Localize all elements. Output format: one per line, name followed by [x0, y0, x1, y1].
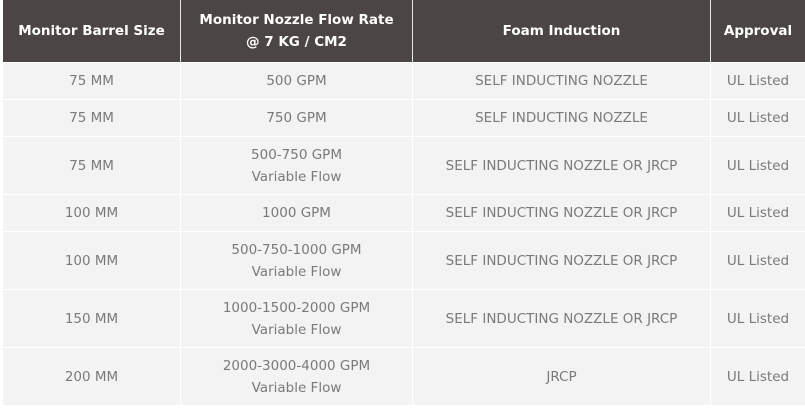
table-row: 100 MM 1000 GPM SELF INDUCTING NOZZLE OR J…: [3, 195, 805, 232]
cell-text: 75 MM: [69, 157, 114, 174]
cell-text: UL Listed: [726, 205, 790, 221]
table-row: 100 MM 500-750-1000 GPM Variable Flow SELF …: [3, 232, 805, 290]
table-cell: Monitor Nozzle Flow Rate @ 7 KG / CM2: [181, 0, 413, 63]
table-cell: SELF INDUCTING NOZZLE: [413, 100, 711, 137]
table-cell: 1000-1500-2000 GPM Variable Flow: [181, 290, 413, 348]
cell-text: 100 MM: [64, 205, 119, 221]
table-cell: Approval: [711, 0, 805, 63]
cell-text: 75 MM: [69, 110, 114, 126]
cell-text: UL Listed: [726, 368, 790, 385]
table-cell: SELF INDUCTING NOZZLE: [413, 63, 711, 100]
table-cell: 500-750 GPM Variable Flow: [181, 137, 413, 195]
table-cell: 1000 GPM: [181, 195, 413, 232]
table-cell: 100 MM: [3, 195, 181, 232]
table-cell: UL Listed: [711, 63, 805, 100]
cell-text: 500-750 GPM: [251, 146, 342, 163]
table-row: 200 MM 2000-3000-4000 GPM Variable Flow JRC…: [3, 348, 805, 406]
cell-text: SELF INDUCTING NOZZLE: [475, 73, 648, 89]
table-cell: 500 GPM: [181, 63, 413, 100]
cell-text: UL Listed: [726, 252, 790, 269]
table-cell: 750 GPM: [181, 100, 413, 137]
cell-text: UL Listed: [726, 73, 790, 89]
table-cell: Foam Induction: [413, 0, 711, 63]
cell-text: 75 MM: [69, 73, 114, 89]
table-row: 75 MM 750 GPM SELF INDUCTING NOZZLE UL List…: [3, 100, 805, 137]
table-cell: 2000-3000-4000 GPM Variable Flow: [181, 348, 413, 406]
cell-text: Approval: [723, 23, 793, 39]
table-cell: UL Listed: [711, 290, 805, 348]
table-cell: SELF INDUCTING NOZZLE OR JRCP: [413, 137, 711, 195]
cell-text: 1000 GPM: [262, 205, 331, 221]
cell-text: 1000-1500-2000 GPM: [222, 299, 371, 316]
cell-text: Foam Induction: [502, 23, 621, 39]
table-row: 75 MM 500 GPM SELF INDUCTING NOZZLE UL List…: [3, 63, 805, 100]
table-cell: SELF INDUCTING NOZZLE OR JRCP: [413, 195, 711, 232]
cell-text: UL Listed: [726, 157, 790, 174]
cell-text: Monitor Barrel Size: [18, 23, 165, 39]
cell-text: Variable Flow: [251, 168, 342, 185]
table-cell: UL Listed: [711, 137, 805, 195]
table-cell: UL Listed: [711, 195, 805, 232]
cell-text: SELF INDUCTING NOZZLE: [475, 110, 648, 126]
table-cell: 500-750-1000 GPM Variable Flow: [181, 232, 413, 290]
table-cell: 100 MM: [3, 232, 181, 290]
cell-text: Variable Flow: [251, 379, 342, 396]
table-cell: UL Listed: [711, 100, 805, 137]
cell-text: 2000-3000-4000 GPM: [222, 357, 371, 374]
table-cell: SELF INDUCTING NOZZLE OR JRCP: [413, 290, 711, 348]
cell-text: JRCP: [546, 368, 577, 385]
table-cell: UL Listed: [711, 232, 805, 290]
cell-text: SELF INDUCTING NOZZLE OR JRCP: [445, 310, 678, 327]
cell-text: 150 MM: [64, 310, 119, 327]
cell-text: Monitor Nozzle Flow Rate: [199, 12, 394, 28]
cell-text: SELF INDUCTING NOZZLE OR JRCP: [445, 205, 678, 221]
cell-text: 100 MM: [64, 252, 119, 269]
table-row: 75 MM 500-750 GPM Variable Flow SELF INDUCT…: [3, 137, 805, 195]
header-row: Monitor Barrel Size Monitor Nozzle Flow R…: [3, 0, 805, 63]
table-cell: UL Listed: [711, 348, 805, 406]
cell-text: UL Listed: [726, 310, 790, 327]
cell-text: SELF INDUCTING NOZZLE OR JRCP: [445, 252, 678, 269]
table: Monitor Barrel Size Monitor Nozzle Flow R…: [3, 0, 805, 406]
table-cell: 200 MM: [3, 348, 181, 406]
cell-text: 500 GPM: [266, 73, 327, 89]
table-cell: 75 MM: [3, 137, 181, 195]
table-cell: 75 MM: [3, 100, 181, 137]
table-cell: 75 MM: [3, 63, 181, 100]
cell-text: 500-750-1000 GPM: [231, 241, 362, 258]
table-cell: SELF INDUCTING NOZZLE OR JRCP: [413, 232, 711, 290]
cell-text: SELF INDUCTING NOZZLE OR JRCP: [445, 157, 678, 174]
cell-text: UL Listed: [726, 110, 790, 126]
table-cell: Monitor Barrel Size: [3, 0, 181, 63]
cell-text: Variable Flow: [251, 263, 342, 280]
cell-text: 750 GPM: [266, 110, 327, 126]
table-cell: 150 MM: [3, 290, 181, 348]
cell-text: 200 MM: [64, 368, 119, 385]
cell-text: @ 7 KG / CM2: [246, 34, 347, 50]
table-cell: JRCP: [413, 348, 711, 406]
cell-text: Variable Flow: [251, 321, 342, 338]
table-row: 150 MM 1000-1500-2000 GPM Variable Flow SEL…: [3, 290, 805, 348]
